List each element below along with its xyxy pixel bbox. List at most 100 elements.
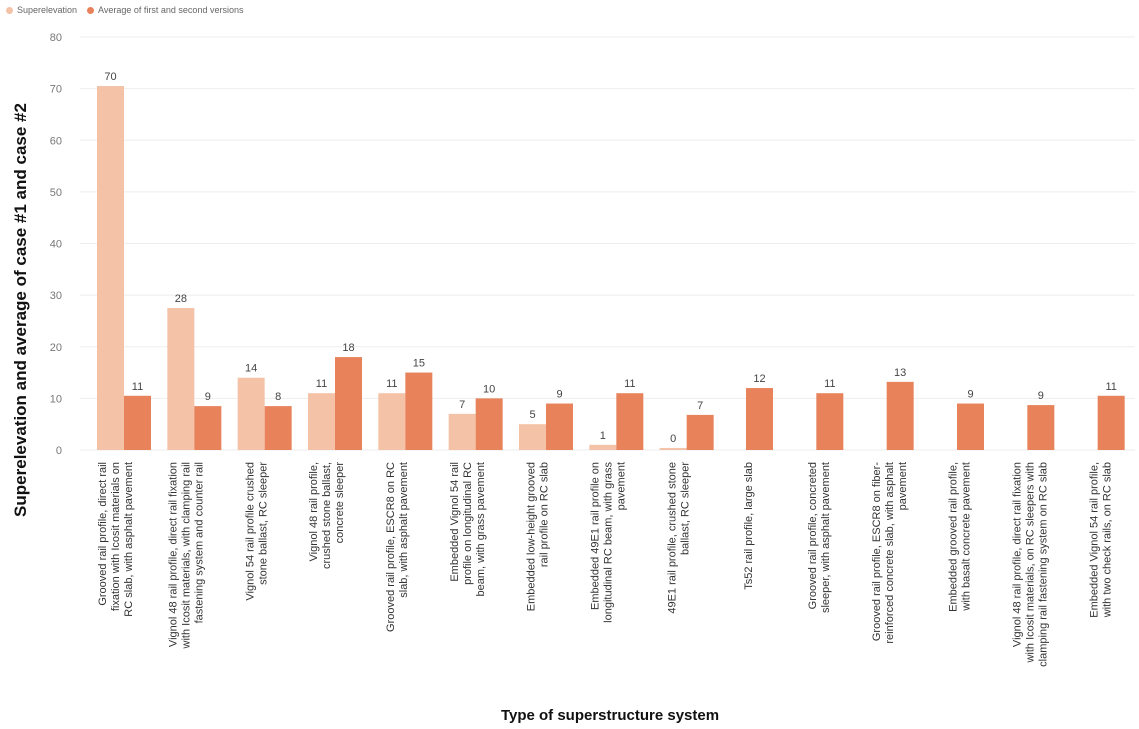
data-label: 11 xyxy=(824,378,835,390)
legend-item: Superelevation xyxy=(6,5,77,15)
legend-item: Average of first and second versions xyxy=(87,5,243,15)
x-category-label: Embedded Vignol 54 railprofile on longit… xyxy=(449,462,487,597)
x-category-label: Embedded low-height groovedrail profile … xyxy=(526,462,551,611)
x-category-line: beam, with grass pavement xyxy=(475,462,487,597)
data-label: 13 xyxy=(894,367,906,379)
legend-swatch xyxy=(87,6,95,14)
x-category-line: pavement xyxy=(616,462,628,510)
bar-average xyxy=(405,372,433,450)
x-category-line: Vignol 48 rail profile, direct rail fixa… xyxy=(168,462,180,647)
data-label: 11 xyxy=(316,378,327,390)
x-category-label: Embedded Vignol 54 rail profile,with two… xyxy=(1088,462,1113,618)
bar-average xyxy=(1097,395,1125,450)
x-category-line: fixation with Icosit materials on xyxy=(110,462,122,611)
x-category-line: sleeper, with asphalt pavement xyxy=(820,462,832,613)
data-label: 9 xyxy=(967,389,973,401)
x-category-line: Vignol 48 rail profile, xyxy=(308,462,320,561)
data-label: 10 xyxy=(483,383,495,395)
bar-superelevation xyxy=(589,444,617,450)
x-category-line: Grooved rail profile, direct rail xyxy=(97,462,109,606)
data-label: 12 xyxy=(753,373,765,385)
x-category-label: Vignol 54 rail profile crushedstone ball… xyxy=(244,462,269,601)
x-category-line: Vignol 54 rail profile crushed xyxy=(244,462,256,601)
bar-superelevation xyxy=(659,447,687,450)
bar-average xyxy=(816,393,844,450)
x-category-line: longitudinal RC beam, with grass xyxy=(603,462,615,623)
x-category-label: Vignol 48 rail profile, direct rail fixa… xyxy=(1012,462,1050,667)
x-category-line: with basalt concrete pavement xyxy=(961,462,973,612)
bar-superelevation xyxy=(237,377,265,450)
x-category-line: concrete sleeper xyxy=(334,462,346,544)
data-label: 28 xyxy=(175,293,187,305)
data-label: 11 xyxy=(1105,381,1116,393)
bar-superelevation xyxy=(97,86,124,450)
bar-average xyxy=(264,406,292,450)
x-category-line: with Icosit materials, with clamping rai… xyxy=(181,462,193,649)
y-tick-label: 30 xyxy=(50,290,62,302)
bar-average xyxy=(686,414,714,450)
bar-average xyxy=(335,357,362,450)
y-tick-label: 0 xyxy=(56,445,62,457)
x-category-label: Vignol 48 rail profile,crushed stone bal… xyxy=(308,462,346,569)
legend-label: Average of first and second versions xyxy=(98,5,244,15)
data-label: 8 xyxy=(275,391,281,403)
bar-average xyxy=(746,388,773,450)
data-label: 7 xyxy=(697,400,703,412)
bar-superelevation xyxy=(378,393,406,450)
bar-average xyxy=(1027,405,1055,450)
y-tick-label: 20 xyxy=(50,342,62,354)
x-category-label: Ts52 rail profile, large slab xyxy=(743,462,755,590)
x-category-label: Grooved rail profile, ESCR8 on fiber-rei… xyxy=(871,462,909,644)
data-label: 11 xyxy=(132,381,143,393)
x-category-line: Ts52 rail profile, large slab xyxy=(743,462,755,590)
x-category-line: fastening system and counter rail xyxy=(194,462,206,623)
data-label: 14 xyxy=(245,363,257,375)
bar-superelevation xyxy=(448,413,476,450)
data-label: 7 xyxy=(459,399,465,411)
x-category-line: Embedded 49E1 rail profile on xyxy=(590,462,602,610)
bar-average xyxy=(957,403,984,450)
x-category-line: clamping rail fastening system on RC sla… xyxy=(1038,462,1050,667)
bar-superelevation xyxy=(167,308,195,450)
y-tick-label: 40 xyxy=(50,239,62,251)
x-category-line: rail profile on RC slab xyxy=(539,462,551,567)
x-category-line: RC slab, with asphalt pavement xyxy=(123,462,135,617)
bar-superelevation xyxy=(519,424,546,450)
x-category-line: Grooved rail profile, ESCR8 on fiber- xyxy=(871,462,883,641)
bar-average xyxy=(546,403,573,450)
x-category-line: Embedded low-height grooved xyxy=(526,462,538,611)
x-category-line: Grooved rail profile, ESCR8 on RC xyxy=(385,462,397,632)
x-category-line: 49E1 rail profile, crushed stone xyxy=(666,462,678,614)
y-tick-label: 10 xyxy=(50,393,62,405)
x-category-line: slab, with asphalt pavement xyxy=(398,462,410,598)
x-category-line: Embedded Vignol 54 rail xyxy=(449,462,461,582)
x-category-line: ballast, RC sleeper xyxy=(679,462,691,555)
x-category-line: with two check rails, on RC slab xyxy=(1101,462,1113,618)
legend-swatch xyxy=(6,6,13,14)
bar-average xyxy=(475,398,503,450)
x-category-line: Embedded Vignol 54 rail profile, xyxy=(1088,462,1100,618)
bar-average xyxy=(124,395,151,450)
bar-average xyxy=(886,381,914,450)
y-axis-title: Superelevation and average of case #1 an… xyxy=(11,103,30,517)
y-tick-label: 60 xyxy=(50,135,62,147)
x-category-line: with Icosit materials, on RC sleepers wi… xyxy=(1025,462,1037,664)
y-tick-label: 70 xyxy=(50,84,62,96)
y-tick-label: 80 xyxy=(50,32,62,44)
chart-legend: Superelevation Average of first and secon… xyxy=(6,5,243,15)
data-label: 1 xyxy=(600,430,606,442)
bar-average xyxy=(616,393,644,450)
bar-superelevation xyxy=(308,393,335,450)
x-category-line: Grooved rail profile, concreted xyxy=(807,462,819,609)
x-category-line: Embedded grooved rail profile, xyxy=(948,462,960,612)
x-category-line: profile on longitudinal RC xyxy=(462,462,474,585)
x-category-line: reinforced concrete slab, with asphalt xyxy=(884,462,896,644)
data-label: 18 xyxy=(342,342,354,354)
bar-average xyxy=(194,406,222,450)
x-category-label: Grooved rail profile, concretedsleeper, … xyxy=(807,462,832,613)
x-category-label: Embedded grooved rail profile,with basal… xyxy=(948,462,973,612)
data-label: 9 xyxy=(1038,390,1044,402)
data-label: 0 xyxy=(670,433,676,445)
data-label: 5 xyxy=(529,409,535,421)
